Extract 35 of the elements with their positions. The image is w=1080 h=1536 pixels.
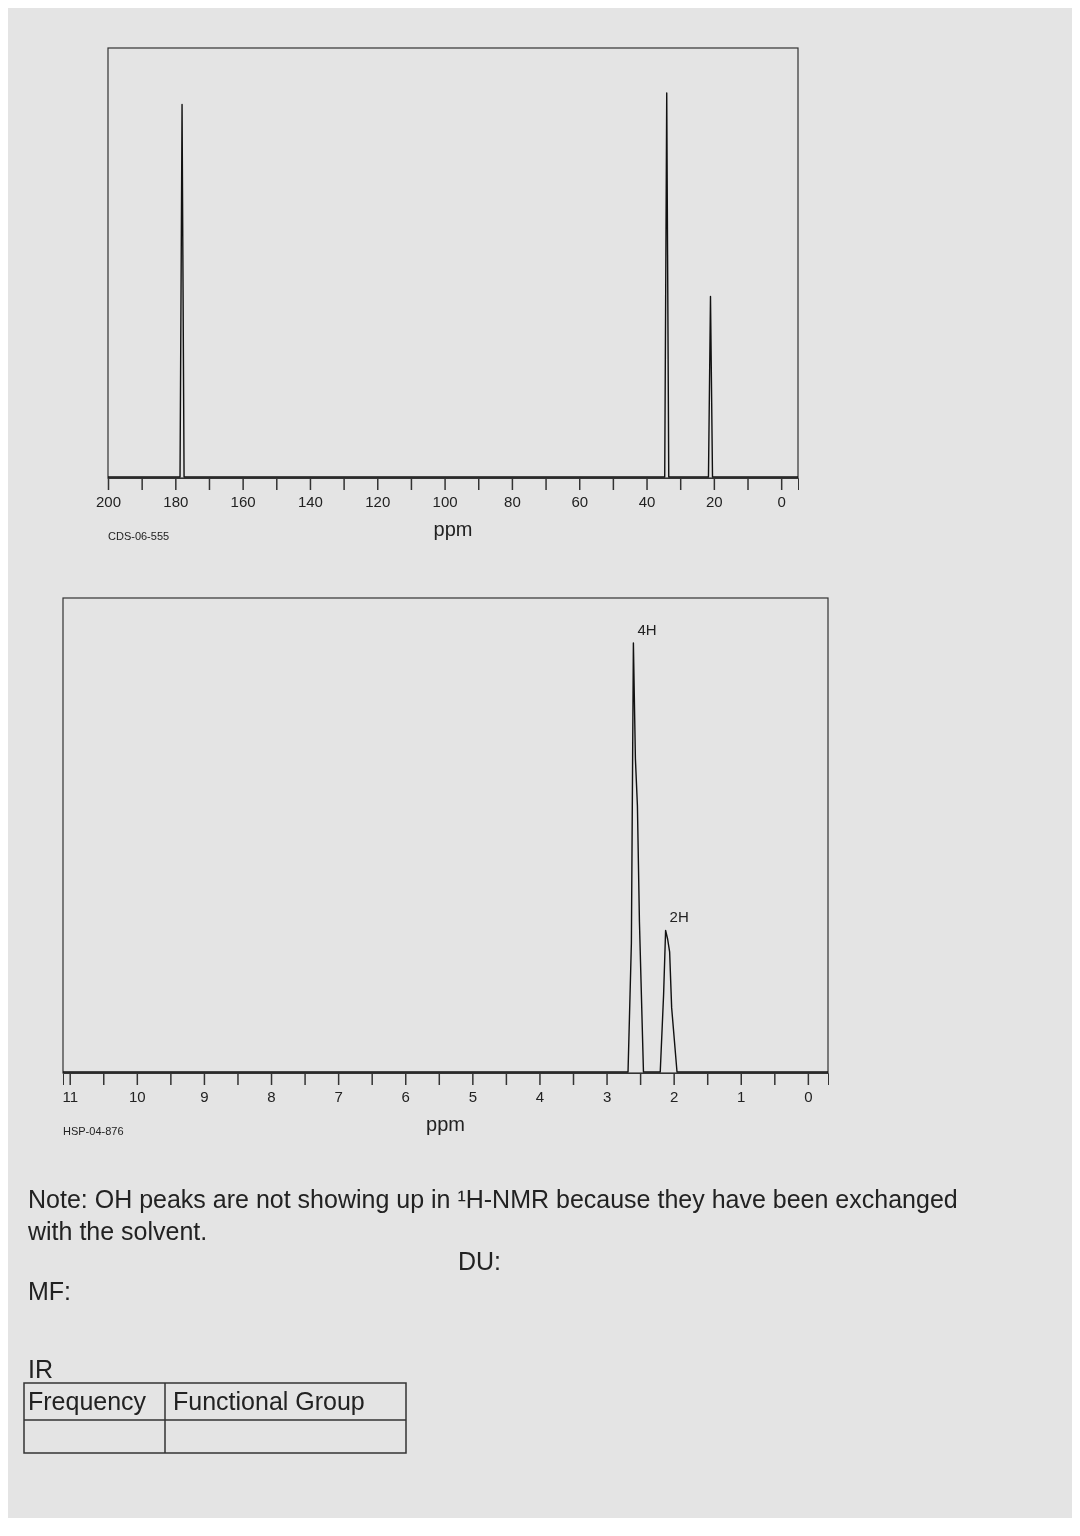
x-tick-label: 0 xyxy=(804,1087,813,1105)
x-tick-label: 3 xyxy=(602,1087,612,1105)
x-tick-label: 2 xyxy=(669,1087,679,1105)
x-tick-label: 80 xyxy=(504,492,521,510)
x-tick-label: 11 xyxy=(62,1087,78,1105)
text: MF: xyxy=(28,1277,72,1305)
x-tick-label: 20 xyxy=(706,492,723,510)
x-tick-label: 200 xyxy=(95,492,122,510)
x-tick-label: 1 xyxy=(737,1087,746,1105)
text: Functional Group xyxy=(173,1387,365,1415)
x-tick-label: 40 xyxy=(638,492,656,510)
x-axis-title: ppm xyxy=(433,518,473,540)
x-tick-label: 9 xyxy=(200,1087,209,1105)
x-tick-label: 140 xyxy=(297,492,323,510)
x-tick-label: 60 xyxy=(571,492,589,510)
x-tick-label: 4 xyxy=(535,1087,545,1105)
text: Frequency xyxy=(28,1387,147,1415)
text: IR xyxy=(28,1355,53,1383)
x-tick-label: 0 xyxy=(777,492,786,510)
x-tick-label: 10 xyxy=(128,1087,146,1105)
text: Note: OH peaks are not showing up in ¹H-NMR because they have been exchanged with the solvent. xyxy=(27,1185,958,1245)
x-tick-label: 5 xyxy=(468,1087,478,1105)
x-tick-label: 7 xyxy=(334,1087,343,1105)
x-tick-label: 8 xyxy=(267,1087,276,1105)
x-tick-label: 6 xyxy=(401,1087,410,1105)
x-tick-label: 180 xyxy=(163,492,189,510)
x-tick-label: 160 xyxy=(230,492,256,510)
x-tick-label: 120 xyxy=(365,492,391,510)
annotation: 2H xyxy=(669,908,689,926)
x-tick-label: 100 xyxy=(432,492,458,510)
text: DU: xyxy=(458,1247,502,1275)
text: CDS-06-555 xyxy=(108,530,170,542)
annotation: 4H xyxy=(637,621,657,638)
x-axis-title: ppm xyxy=(426,1113,465,1135)
text: HSP-04-876 xyxy=(63,1125,124,1137)
